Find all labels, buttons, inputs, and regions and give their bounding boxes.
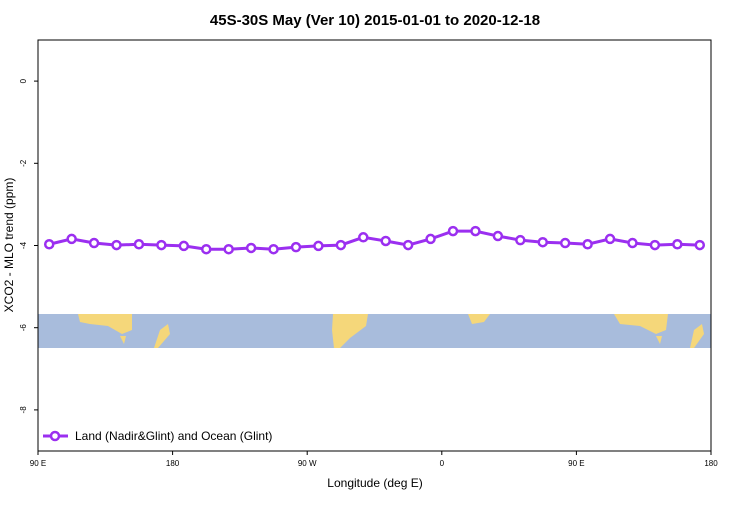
- point: [66, 233, 77, 245]
- point: [672, 239, 683, 250]
- point: [425, 233, 436, 245]
- x-tick-label: 180: [704, 459, 718, 468]
- point: [470, 225, 481, 237]
- point: [156, 239, 167, 251]
- y-tick-label: -8: [19, 406, 28, 414]
- x-tick-label: 180: [166, 459, 180, 468]
- x-tick-label: 0: [440, 459, 445, 468]
- point: [268, 243, 279, 255]
- y-tick-label: -2: [19, 159, 28, 167]
- series-line: [48, 229, 700, 251]
- point: [492, 230, 504, 242]
- point: [290, 241, 302, 253]
- point: [582, 239, 593, 250]
- y-axis-label: XCO2 - MLO trend (ppm): [2, 178, 16, 313]
- x-axis-label: Longitude (deg E): [327, 476, 422, 490]
- point: [313, 240, 324, 252]
- point: [380, 235, 391, 247]
- point: [515, 234, 526, 246]
- point: [223, 243, 234, 255]
- map-strip: [38, 314, 711, 348]
- point: [402, 239, 414, 251]
- point: [111, 239, 122, 251]
- point: [201, 243, 212, 255]
- point: [133, 239, 145, 250]
- point: [335, 239, 347, 251]
- legend-marker: [49, 430, 61, 442]
- legend-label: Land (Nadir&Glint) and Ocean (Glint): [75, 429, 272, 443]
- point: [447, 225, 459, 237]
- point: [178, 240, 190, 252]
- point: [537, 236, 548, 248]
- x-tick-label: 90 E: [30, 459, 46, 468]
- point: [88, 237, 100, 249]
- point: [245, 242, 257, 254]
- point: [43, 239, 55, 250]
- y-tick-label: 0: [19, 78, 28, 83]
- point: [559, 237, 571, 249]
- point: [649, 239, 661, 251]
- point: [694, 239, 706, 251]
- x-tick-label: 90 W: [298, 459, 317, 468]
- point: [358, 232, 369, 243]
- x-tick-label: 90 E: [568, 459, 584, 468]
- y-tick-label: -6: [19, 324, 28, 332]
- point: [604, 233, 616, 245]
- chart-title: 45S-30S May (Ver 10) 2015-01-01 to 2020-…: [210, 12, 540, 29]
- y-tick-label: -4: [19, 241, 28, 249]
- point: [627, 237, 638, 249]
